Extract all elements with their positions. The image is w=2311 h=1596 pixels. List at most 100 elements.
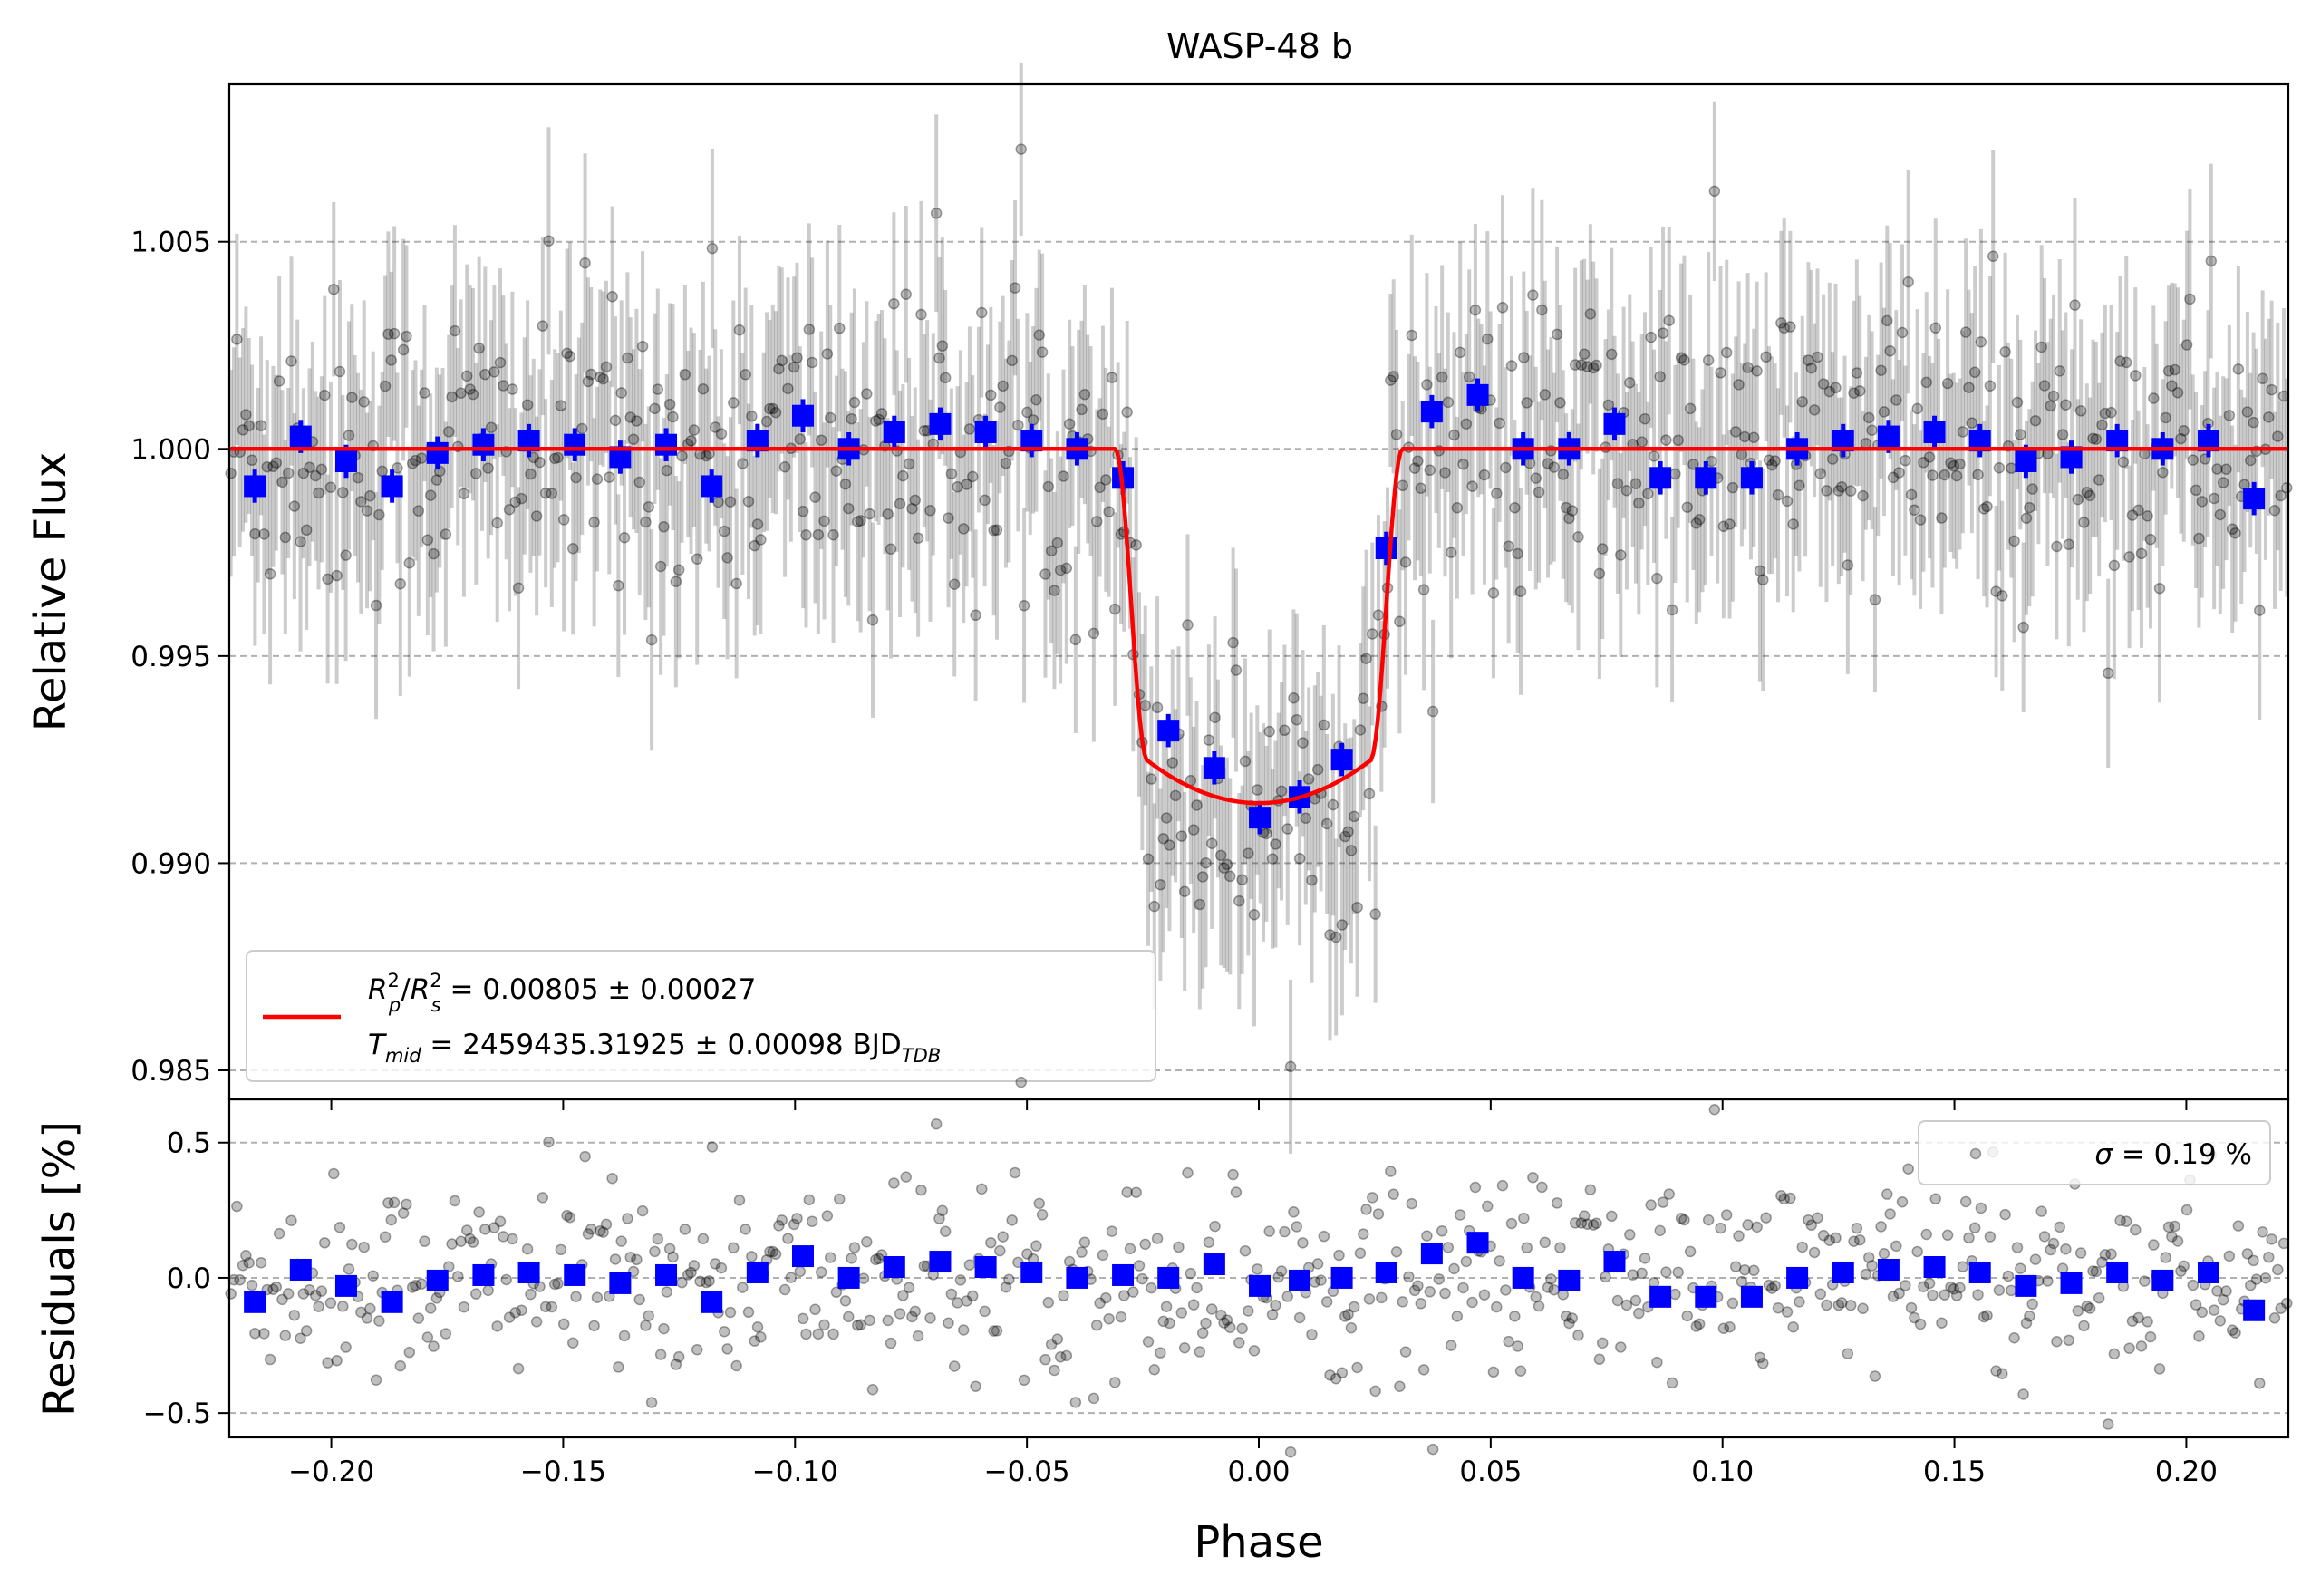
flux-unbinned-point bbox=[410, 454, 421, 467]
flux-unbinned-point bbox=[1463, 371, 1475, 383]
residuals-unbinned-point bbox=[961, 1295, 972, 1307]
residuals-unbinned-point bbox=[2254, 1378, 2266, 1389]
residuals-unbinned-point bbox=[615, 1235, 627, 1247]
x-tick-label: −0.10 bbox=[752, 1456, 838, 1488]
flux-unbinned-point bbox=[640, 516, 652, 528]
flux-unbinned-point bbox=[2153, 582, 2166, 595]
flux-unbinned-point bbox=[985, 389, 997, 401]
flux-unbinned-point bbox=[1575, 359, 1588, 371]
flux-unbinned-point bbox=[376, 465, 388, 478]
residuals-unbinned-point bbox=[1823, 1234, 1836, 1246]
flux-unbinned-point bbox=[1812, 351, 1823, 363]
flux-unbinned-point bbox=[1200, 856, 1212, 869]
x-tick-label: −0.15 bbox=[520, 1456, 606, 1488]
residuals-unbinned-point bbox=[715, 1262, 728, 1274]
residuals-unbinned-point bbox=[1494, 1255, 1505, 1267]
residuals-unbinned-point bbox=[1009, 1166, 1021, 1179]
flux-unbinned-point bbox=[1100, 474, 1112, 486]
flux-unbinned-point bbox=[1457, 458, 1469, 470]
flux-unbinned-point bbox=[1063, 418, 1076, 430]
residuals-panel: −0.5 0.0 0.5 −0.20 −0.15 −0.10 −0.05 0.00 0.05 0… bbox=[34, 1076, 2293, 1568]
flux-unbinned-point bbox=[1959, 326, 1972, 338]
residuals-unbinned-point bbox=[1118, 1290, 1130, 1301]
residuals-unbinned-point bbox=[2015, 1262, 2026, 1274]
residuals-unbinned-point bbox=[2180, 1204, 2193, 1216]
residuals-unbinned-point bbox=[340, 1341, 352, 1353]
residuals-unbinned-point bbox=[282, 1288, 295, 1300]
residuals-y-tick-label: 0.5 bbox=[167, 1127, 211, 1160]
residuals-unbinned-point bbox=[1051, 1333, 1064, 1345]
flux-unbinned-point bbox=[2257, 372, 2268, 385]
residuals-unbinned-point bbox=[1388, 1188, 1399, 1200]
residuals-unbinned-point bbox=[2114, 1214, 2126, 1227]
flux-unbinned-point bbox=[864, 508, 875, 520]
residuals-unbinned-point bbox=[1194, 1346, 1206, 1358]
flux-unbinned-point bbox=[930, 208, 943, 219]
flux-unbinned-point bbox=[672, 564, 685, 576]
flux-unbinned-point bbox=[800, 529, 812, 541]
residuals-unbinned-point bbox=[1148, 1364, 1160, 1376]
residuals-binned-point bbox=[1249, 1274, 1272, 1297]
chart-title: WASP-48 b bbox=[1166, 26, 1353, 66]
flux-unbinned-point bbox=[1918, 457, 1929, 469]
residuals-unbinned-point bbox=[530, 1316, 543, 1328]
flux-unbinned-point bbox=[1914, 514, 1927, 526]
residuals-unbinned-point bbox=[2056, 1262, 2069, 1274]
flux-unbinned-point bbox=[749, 539, 760, 552]
residuals-unbinned-point bbox=[2024, 1310, 2035, 1322]
residuals-unbinned-point bbox=[1794, 1296, 1805, 1308]
residuals-unbinned-point bbox=[403, 1346, 416, 1359]
residuals-unbinned-point bbox=[240, 1250, 252, 1262]
residuals-binned-point bbox=[1968, 1261, 1991, 1283]
flux-unbinned-point bbox=[1169, 789, 1182, 802]
residuals-unbinned-point bbox=[255, 1257, 267, 1269]
residuals-unbinned-point bbox=[1369, 1385, 1381, 1398]
residuals-unbinned-point bbox=[1209, 1220, 1221, 1233]
flux-binned-point bbox=[791, 404, 814, 427]
residuals-unbinned-point bbox=[442, 1261, 455, 1272]
flux-unbinned-point bbox=[1157, 832, 1170, 845]
flux-unbinned-point bbox=[388, 327, 401, 340]
x-tick-label: −0.05 bbox=[984, 1456, 1070, 1488]
flux-unbinned-point bbox=[1842, 559, 1854, 571]
residuals-unbinned-point bbox=[773, 1220, 785, 1232]
flux-unbinned-point bbox=[2254, 605, 2266, 616]
flux-unbinned-point bbox=[1726, 481, 1739, 494]
flux-unbinned-point bbox=[2045, 400, 2056, 412]
residuals-unbinned-point bbox=[1624, 1229, 1636, 1241]
flux-unbinned-point bbox=[957, 523, 970, 535]
flux-unbinned-point bbox=[1030, 394, 1042, 406]
residuals-unbinned-point bbox=[1657, 1196, 1669, 1208]
residuals-unbinned-point bbox=[1160, 1301, 1173, 1312]
residuals-unbinned-point bbox=[609, 1253, 622, 1265]
residuals-unbinned-point bbox=[618, 1330, 631, 1342]
flux-unbinned-point bbox=[2160, 411, 2171, 424]
residuals-unbinned-point bbox=[1218, 1317, 1230, 1329]
flux-unbinned-point bbox=[1060, 562, 1073, 575]
residuals-unbinned-point bbox=[1376, 1291, 1388, 1304]
residuals-unbinned-point bbox=[936, 1204, 949, 1217]
flux-unbinned-point bbox=[661, 464, 673, 477]
x-tick-label: 0.00 bbox=[1227, 1456, 1290, 1488]
residuals-unbinned-point bbox=[710, 1258, 721, 1270]
residuals-unbinned-point bbox=[1433, 1273, 1446, 1285]
flux-unbinned-point bbox=[467, 388, 479, 401]
residuals-unbinned-point bbox=[797, 1312, 809, 1325]
flux-unbinned-point bbox=[1957, 426, 1969, 438]
residuals-unbinned-point bbox=[370, 1374, 382, 1386]
residuals-unbinned-point bbox=[388, 1196, 401, 1209]
flux-unbinned-point bbox=[1218, 862, 1230, 874]
flux-unbinned-point bbox=[313, 487, 324, 499]
residuals-unbinned-point bbox=[1905, 1301, 1918, 1314]
flux-unbinned-point bbox=[2220, 463, 2232, 475]
flux-unbinned-point bbox=[1826, 453, 1839, 465]
residuals-unbinned-point bbox=[1239, 1244, 1252, 1257]
residuals-unbinned-point bbox=[297, 1288, 310, 1300]
flux-unbinned-point bbox=[1633, 497, 1645, 509]
residuals-unbinned-point bbox=[1320, 1296, 1333, 1308]
flux-unbinned-point bbox=[724, 496, 737, 508]
residuals-unbinned-point bbox=[1191, 1282, 1203, 1294]
flux-unbinned-point bbox=[1869, 594, 1881, 605]
flux-unbinned-point bbox=[1354, 724, 1367, 736]
flux-unbinned-point bbox=[706, 242, 719, 255]
